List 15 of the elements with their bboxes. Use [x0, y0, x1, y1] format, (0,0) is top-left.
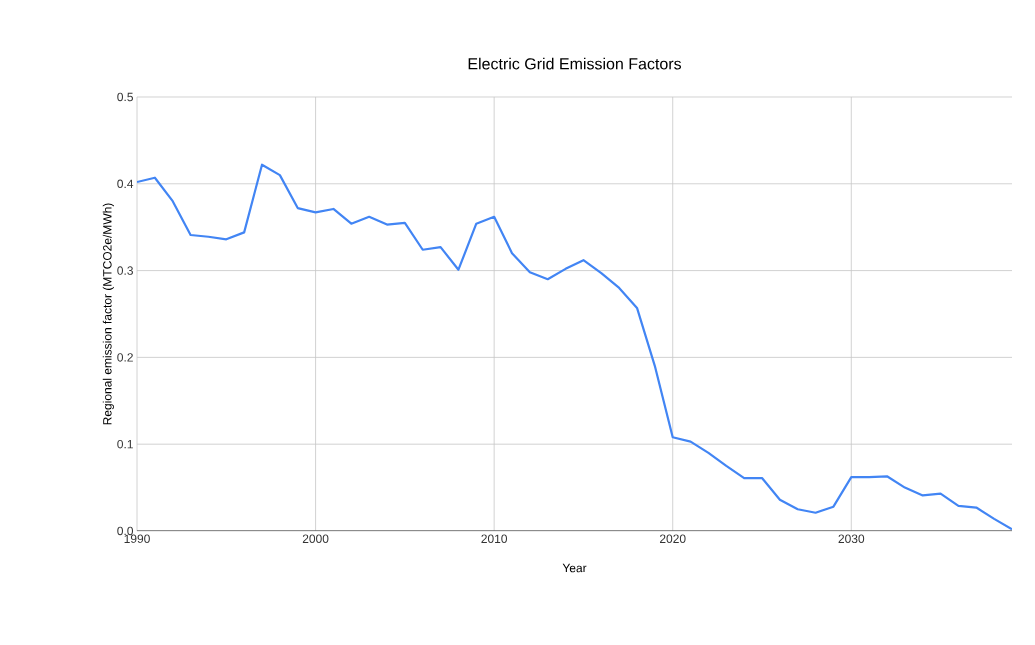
y-tick-label: 0.3	[117, 266, 133, 275]
y-tick-label: 0.0	[117, 526, 134, 536]
y-tick-label: 0.4	[117, 179, 134, 189]
line-series	[137, 163, 1013, 531]
x-tick-label: 2020	[659, 534, 686, 544]
chart-title: Electric Grid Emission Factors	[468, 57, 682, 70]
x-tick-label: 2010	[481, 534, 508, 544]
y-tick-label: 0.5	[117, 92, 133, 102]
x-tick-label: 1990	[124, 534, 150, 544]
y-tick-label: 0.1	[117, 439, 133, 449]
x-tick-label: 2030	[838, 534, 865, 544]
x-tick-label: 2000	[302, 534, 329, 544]
y-tick-label: 0.2	[117, 353, 133, 362]
x-axis-title: Year	[562, 563, 587, 573]
y-axis-title: Regional emission factor (MTCO2e/MWh)	[102, 203, 114, 425]
